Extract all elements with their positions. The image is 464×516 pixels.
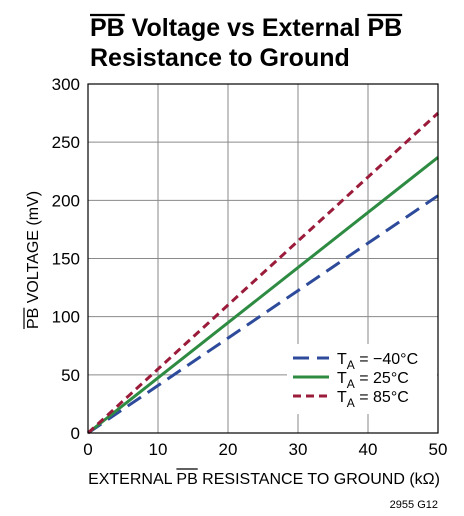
title-text-1: Voltage vs External [125,14,368,42]
legend-label-3: TA = 85°C [337,389,409,410]
chart-title-line-2: Resistance to Ground [90,44,350,72]
y-tick-label: 100 [52,308,80,327]
x-tick-labels: 0 10 20 30 40 50 [83,440,447,459]
x-tick-label: 50 [429,440,448,459]
legend: TA = −40°CTA = 25°CTA = 85°C [287,344,437,414]
chart-title-line-1: PB Voltage vs External PB [90,14,402,42]
y-axis-label: PB VOLTAGE (mV) [23,191,42,330]
x-tick-label: 20 [219,440,238,459]
y-tick-label: 150 [52,250,80,269]
grid [87,83,439,434]
x-axis-label-pre: EXTERNAL [88,471,176,488]
x-tick-label: 10 [149,440,168,459]
x-tick-label: 30 [289,440,308,459]
legend-label-2: TA = 25°C [337,370,409,391]
series-line-2 [87,156,439,435]
figure-id: 2955 G12 [390,499,438,511]
plot-area: 0 50 100 150 200 250 300 0 10 20 30 40 50 [52,75,448,459]
svg-text:PB VOLTAGE (mV): PB VOLTAGE (mV) [25,191,42,329]
y-tick-label: 250 [52,133,80,152]
x-axis-label: EXTERNAL PB RESISTANCE TO GROUND (kΩ) [88,468,440,488]
series-lines [86,111,440,435]
y-tick-label: 50 [61,366,80,385]
series-line-3 [86,111,440,435]
y-tick-label: 200 [52,191,80,210]
x-axis-label-post: RESISTANCE TO GROUND (kΩ) [198,471,440,488]
title-overline-text-1: PB [90,14,125,42]
y-axis-label-overline: PB [25,308,42,329]
y-tick-label: 0 [71,424,80,443]
title-overline-text-2: PB [367,14,402,42]
x-axis-label-overline: PB [176,471,197,488]
x-tick-label: 40 [359,440,378,459]
plot-frame [87,83,439,434]
x-tick-label: 0 [83,440,92,459]
y-tick-label: 300 [52,75,80,94]
y-tick-labels: 0 50 100 150 200 250 300 [52,75,80,443]
svg-text:EXTERNAL PB RESISTANCE TO GROU: EXTERNAL PB RESISTANCE TO GROUND (kΩ) [88,471,440,488]
legend-background [287,344,437,414]
y-axis-label-post: VOLTAGE (mV) [25,191,42,308]
legend-label-1: TA = −40°C [337,351,418,372]
chart-title: PB Voltage vs External PB Resistance to … [90,13,403,72]
